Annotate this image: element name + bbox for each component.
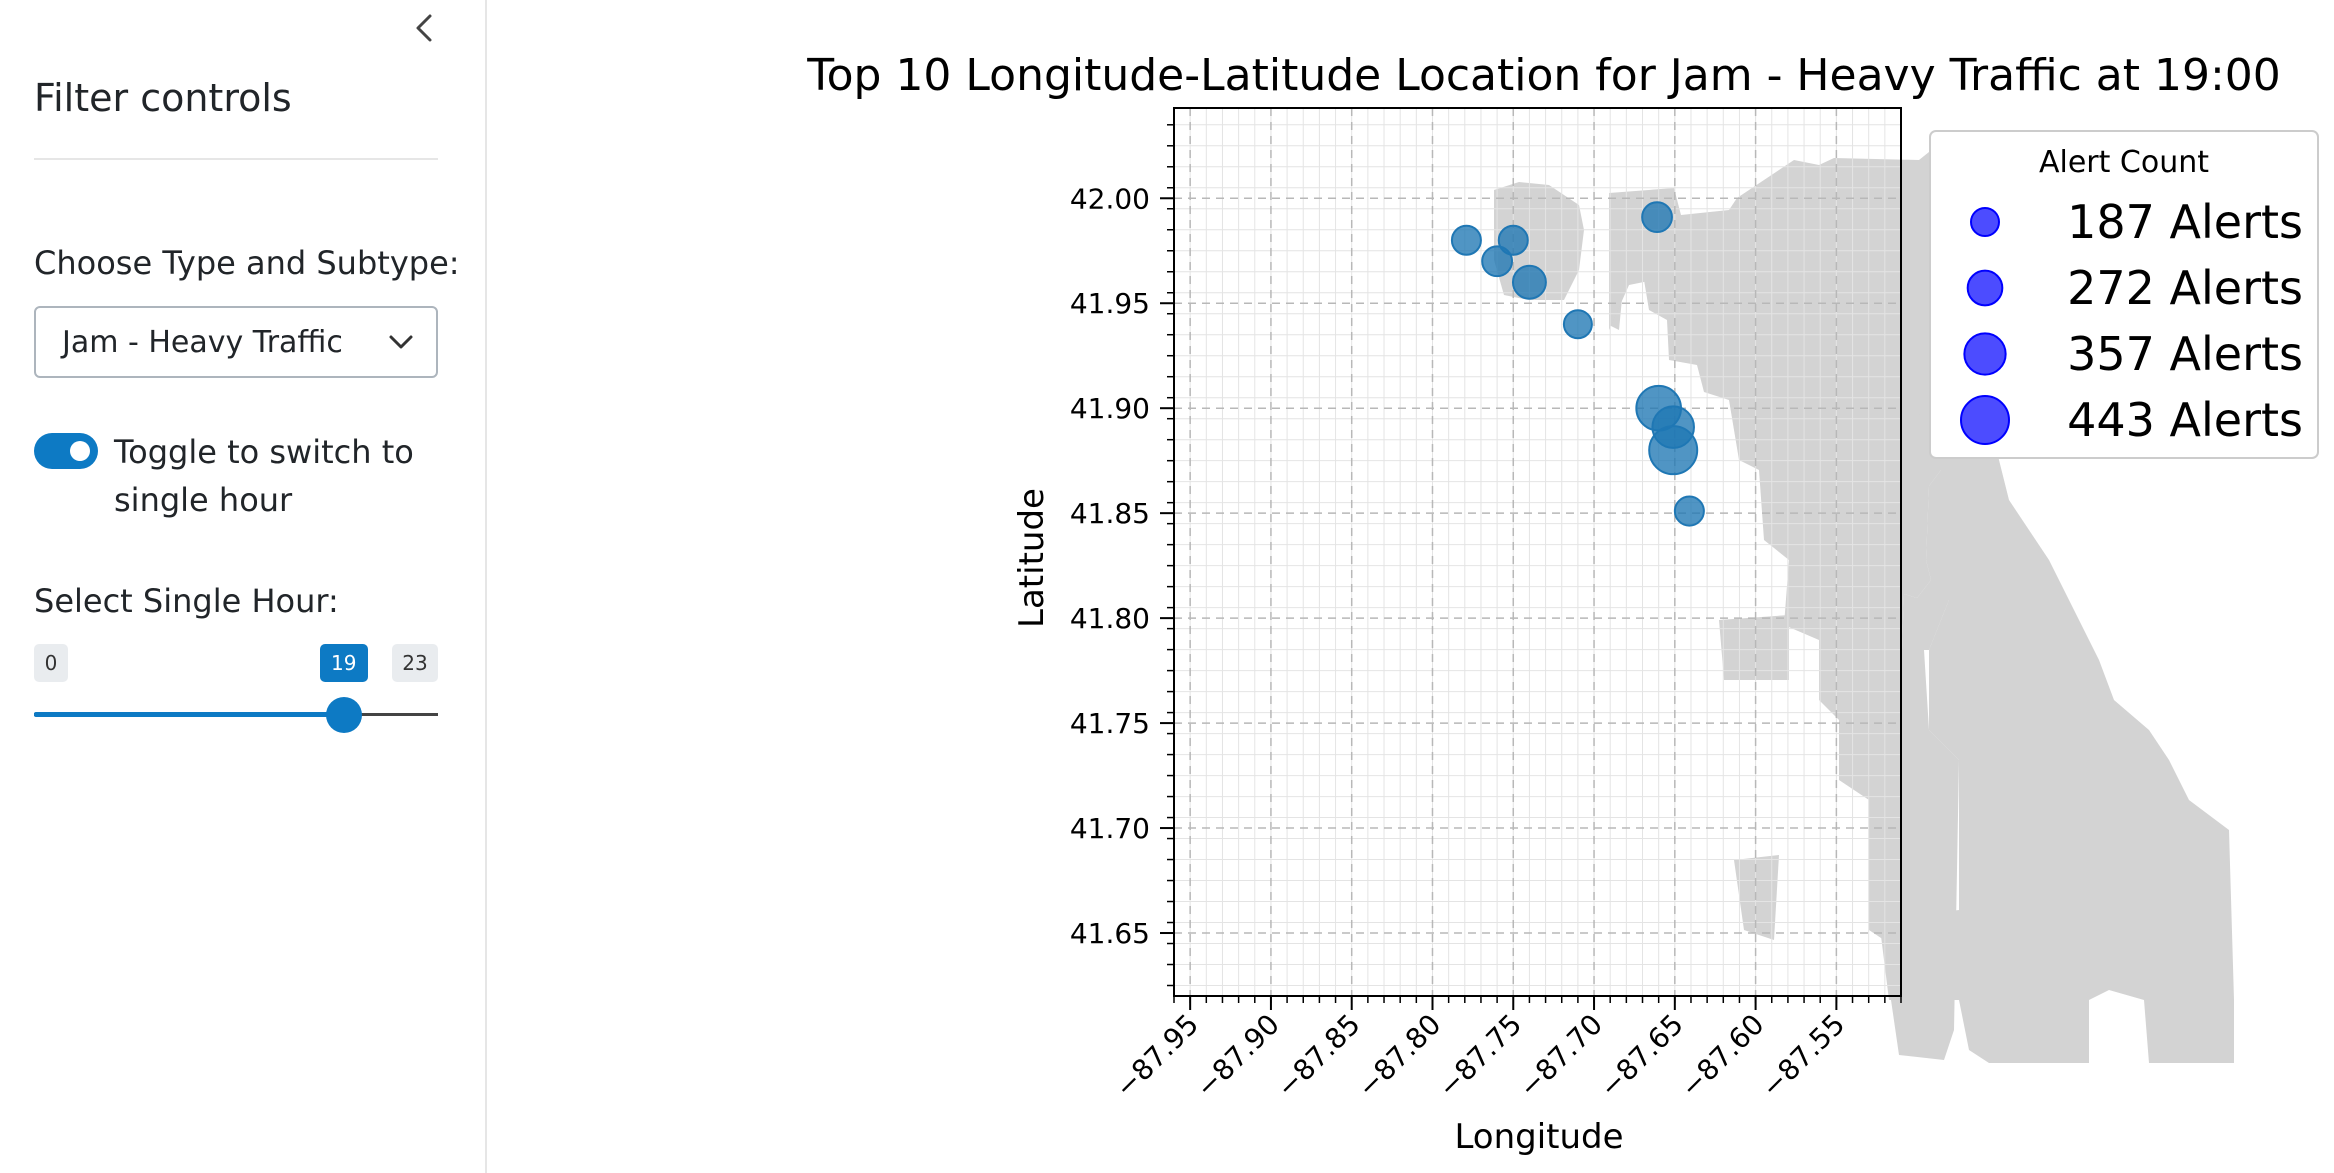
hour-slider-thumb[interactable] <box>325 697 362 733</box>
slider-min-badge: 0 <box>34 644 68 682</box>
plot-frame <box>1173 107 1902 997</box>
legend-marker <box>1960 395 2010 445</box>
x-tick-label: −87.60 <box>1674 1008 1771 1105</box>
legend-label: 357 Alerts <box>2067 327 2303 381</box>
x-tick-label: −87.80 <box>1351 1008 1448 1105</box>
y-tick-label: 41.70 <box>1070 812 1150 845</box>
single-hour-label: Select Single Hour: <box>34 582 339 620</box>
type-subtype-select[interactable]: Jam - Heavy Traffic <box>34 306 438 378</box>
legend-marker <box>1963 332 2007 376</box>
legend-marker <box>1966 269 2004 307</box>
data-point <box>1648 425 1699 476</box>
collapse-sidebar-button[interactable] <box>406 10 442 46</box>
toggle-knob <box>70 441 90 461</box>
x-tick-label: −87.55 <box>1755 1008 1852 1105</box>
sidebar-title: Filter controls <box>34 76 292 120</box>
legend-marker <box>1970 207 2000 237</box>
x-tick-label: −87.90 <box>1189 1008 1286 1105</box>
data-point <box>1450 224 1482 256</box>
data-point <box>1497 224 1529 256</box>
data-point <box>1562 309 1593 340</box>
y-tick-label: 41.85 <box>1070 497 1150 530</box>
x-tick-label: −87.95 <box>1108 1008 1205 1105</box>
data-point <box>1481 245 1514 278</box>
single-hour-toggle-label: Toggle to switch to single hour <box>114 433 414 519</box>
legend: Alert Count 187 Alerts 272 Alerts 357 Aler… <box>1929 130 2319 459</box>
sidebar-divider <box>34 158 438 160</box>
type-subtype-label: Choose Type and Subtype: <box>34 244 460 282</box>
y-tick-label: 41.65 <box>1070 917 1150 950</box>
chart-title: Top 10 Longitude-Latitude Location for J… <box>806 50 2281 101</box>
chevron-down-icon <box>389 335 413 349</box>
type-subtype-value: Jam - Heavy Traffic <box>62 324 343 360</box>
data-point <box>1641 201 1673 234</box>
single-hour-toggle[interactable] <box>34 433 98 469</box>
y-tick-label: 41.95 <box>1070 287 1150 320</box>
chevron-left-icon <box>416 14 432 42</box>
slider-value-badge: 19 <box>319 644 368 682</box>
y-tick-label: 41.80 <box>1070 602 1150 635</box>
x-tick-label: −87.75 <box>1432 1008 1529 1105</box>
x-tick-label: −87.65 <box>1593 1008 1690 1105</box>
legend-label: 187 Alerts <box>2067 195 2303 249</box>
x-tick-label: −87.70 <box>1512 1008 1609 1105</box>
slider-max-badge: 23 <box>392 644 438 682</box>
data-point <box>1673 495 1705 527</box>
y-tick-label: 41.75 <box>1070 707 1150 740</box>
x-tick-label: −87.85 <box>1270 1008 1367 1105</box>
legend-entries: 187 Alerts 272 Alerts 357 Alerts 443 Alerts <box>1960 195 2303 447</box>
x-axis-ticks: −87.95−87.90−87.85−87.80−87.75−87.70−87.… <box>1108 996 1902 1105</box>
y-axis-ticks: 41.65 41.70 41.75 41.80 41.85 41.90 41.95 42.00 <box>1070 124 1174 987</box>
x-axis-label: Longitude <box>1454 1117 1623 1157</box>
map-chart: Top 10 Longitude-Latitude Location for J… <box>806 50 2319 1157</box>
legend-label: 272 Alerts <box>2067 261 2303 315</box>
legend-title: Alert Count <box>2039 145 2209 180</box>
data-points <box>1450 201 1705 527</box>
legend-box <box>1929 130 2319 459</box>
y-tick-label: 42.00 <box>1070 182 1150 215</box>
y-axis-label: Latitude <box>1012 488 1052 628</box>
data-point <box>1511 264 1547 300</box>
hour-slider-fill <box>34 712 344 717</box>
legend-label: 443 Alerts <box>2067 393 2303 447</box>
y-tick-label: 41.90 <box>1070 392 1150 425</box>
sidebar: Filter controls Choose Type and Subtype:… <box>0 0 487 1173</box>
